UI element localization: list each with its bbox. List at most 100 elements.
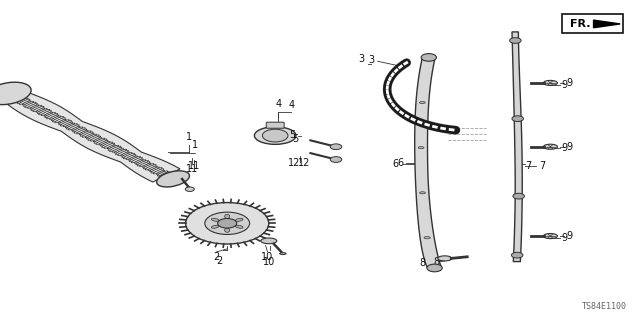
- Polygon shape: [45, 113, 56, 118]
- Polygon shape: [65, 123, 75, 128]
- Text: 1: 1: [192, 140, 198, 150]
- Circle shape: [427, 264, 442, 272]
- Polygon shape: [30, 105, 39, 109]
- Text: 1: 1: [186, 132, 192, 142]
- Circle shape: [512, 116, 524, 122]
- Polygon shape: [80, 131, 91, 136]
- Ellipse shape: [236, 218, 243, 221]
- Text: 5: 5: [289, 130, 295, 140]
- Polygon shape: [49, 115, 59, 119]
- Ellipse shape: [420, 192, 426, 194]
- Text: 9: 9: [561, 79, 568, 90]
- Ellipse shape: [0, 82, 31, 105]
- Polygon shape: [159, 172, 170, 177]
- Polygon shape: [58, 119, 66, 123]
- Text: 2: 2: [216, 256, 222, 266]
- Polygon shape: [23, 101, 34, 106]
- Polygon shape: [72, 127, 83, 132]
- Polygon shape: [136, 160, 146, 165]
- Circle shape: [513, 193, 524, 199]
- Ellipse shape: [225, 214, 230, 219]
- Polygon shape: [36, 108, 45, 112]
- Polygon shape: [104, 143, 115, 148]
- Text: 4: 4: [288, 100, 294, 110]
- Text: FR.: FR.: [570, 19, 590, 29]
- Ellipse shape: [543, 80, 557, 85]
- Polygon shape: [134, 159, 143, 163]
- Polygon shape: [99, 140, 108, 145]
- Text: 9: 9: [561, 233, 568, 243]
- Ellipse shape: [424, 237, 430, 239]
- Polygon shape: [108, 145, 118, 150]
- Polygon shape: [38, 109, 50, 115]
- Text: 11: 11: [188, 161, 200, 171]
- Polygon shape: [148, 166, 157, 171]
- Polygon shape: [3, 91, 180, 182]
- Polygon shape: [67, 124, 77, 129]
- Ellipse shape: [236, 225, 243, 228]
- Ellipse shape: [211, 225, 219, 228]
- Polygon shape: [77, 129, 87, 134]
- Text: 6: 6: [397, 158, 403, 168]
- FancyBboxPatch shape: [266, 122, 284, 128]
- Polygon shape: [37, 108, 47, 114]
- Circle shape: [205, 212, 250, 234]
- Polygon shape: [72, 126, 80, 130]
- Polygon shape: [16, 98, 26, 102]
- Circle shape: [186, 187, 195, 191]
- Polygon shape: [14, 96, 24, 101]
- Text: 9: 9: [566, 78, 573, 88]
- Polygon shape: [74, 128, 85, 133]
- Polygon shape: [109, 146, 121, 152]
- Polygon shape: [145, 165, 156, 170]
- Polygon shape: [115, 149, 127, 155]
- Polygon shape: [593, 20, 620, 28]
- Polygon shape: [126, 155, 136, 160]
- Text: 5: 5: [292, 134, 299, 144]
- Polygon shape: [156, 170, 164, 174]
- Polygon shape: [115, 149, 124, 153]
- Polygon shape: [512, 32, 522, 262]
- Polygon shape: [60, 121, 72, 126]
- Polygon shape: [10, 94, 20, 99]
- Text: 9: 9: [561, 143, 568, 153]
- Polygon shape: [25, 102, 36, 108]
- Polygon shape: [124, 153, 134, 159]
- Circle shape: [330, 144, 342, 150]
- Polygon shape: [90, 136, 100, 141]
- Ellipse shape: [543, 144, 557, 149]
- Polygon shape: [102, 142, 113, 147]
- Polygon shape: [85, 133, 94, 138]
- Polygon shape: [157, 171, 168, 176]
- Polygon shape: [55, 118, 65, 123]
- Polygon shape: [51, 116, 61, 121]
- Polygon shape: [151, 167, 162, 173]
- Polygon shape: [150, 167, 159, 172]
- Text: 10: 10: [261, 252, 274, 262]
- Polygon shape: [44, 112, 52, 116]
- Ellipse shape: [225, 228, 230, 232]
- Polygon shape: [31, 105, 42, 111]
- Polygon shape: [22, 101, 31, 105]
- Polygon shape: [47, 114, 58, 119]
- Ellipse shape: [254, 127, 296, 145]
- Polygon shape: [17, 98, 28, 103]
- Circle shape: [186, 203, 269, 244]
- Text: TS84E1100: TS84E1100: [582, 302, 627, 311]
- Circle shape: [509, 38, 521, 43]
- Text: 7: 7: [539, 161, 545, 171]
- Text: 12: 12: [288, 158, 301, 168]
- Polygon shape: [33, 106, 44, 112]
- Circle shape: [421, 54, 436, 61]
- Circle shape: [511, 252, 523, 258]
- Polygon shape: [88, 135, 99, 140]
- Polygon shape: [82, 132, 93, 137]
- Polygon shape: [129, 156, 138, 160]
- Ellipse shape: [543, 234, 557, 239]
- Circle shape: [262, 129, 288, 142]
- Polygon shape: [68, 125, 79, 130]
- Polygon shape: [137, 160, 148, 166]
- Polygon shape: [100, 141, 110, 146]
- Polygon shape: [41, 111, 51, 115]
- Polygon shape: [9, 94, 17, 98]
